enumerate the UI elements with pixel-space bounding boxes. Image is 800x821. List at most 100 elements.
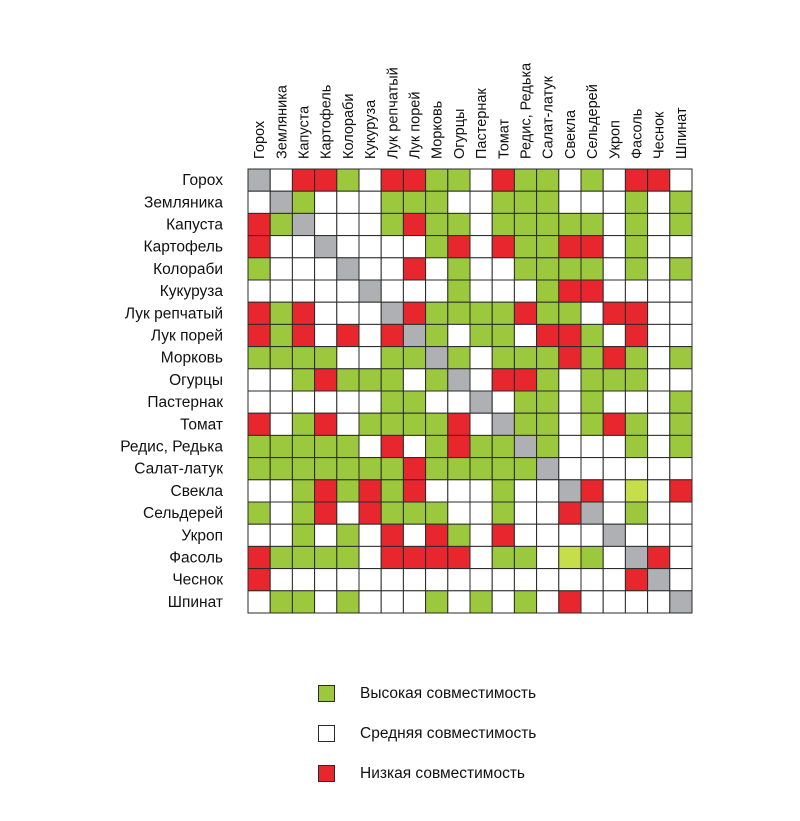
heatmap-cell bbox=[380, 523, 404, 547]
heatmap-cell bbox=[402, 212, 427, 237]
heatmap-cell bbox=[469, 390, 493, 414]
heatmap-cell bbox=[358, 301, 382, 325]
heatmap-cell bbox=[358, 212, 382, 237]
heatmap-cell bbox=[358, 523, 382, 547]
heatmap-cell bbox=[647, 301, 671, 325]
heatmap-cell bbox=[469, 235, 493, 259]
heatmap-cell bbox=[513, 257, 538, 281]
heatmap-cell bbox=[491, 568, 515, 592]
heatmap-cell bbox=[402, 457, 427, 481]
heatmap-cell bbox=[491, 368, 515, 392]
heatmap-cell bbox=[380, 323, 404, 348]
legend-label-medium: Средняя совместимость bbox=[360, 725, 537, 742]
heatmap-cell bbox=[536, 212, 560, 237]
heatmap-cell bbox=[580, 590, 604, 614]
heatmap-cell bbox=[314, 434, 338, 459]
heatmap-cell bbox=[580, 190, 604, 214]
heatmap-cell bbox=[291, 545, 316, 570]
heatmap-cell bbox=[336, 501, 360, 525]
heatmap-cell bbox=[336, 434, 360, 459]
heatmap-cell bbox=[491, 235, 515, 259]
heatmap-cell bbox=[580, 168, 604, 192]
heatmap-cell bbox=[558, 457, 582, 481]
heatmap-cell bbox=[247, 346, 271, 370]
heatmap-cell bbox=[513, 235, 538, 259]
column-label: Шпинат bbox=[674, 107, 690, 159]
heatmap-cell bbox=[291, 368, 316, 392]
row-label: Кукуруза bbox=[160, 283, 224, 300]
heatmap-cell bbox=[447, 168, 471, 192]
heatmap-cell bbox=[580, 568, 604, 592]
heatmap-cell bbox=[669, 590, 693, 614]
heatmap-cell bbox=[269, 479, 293, 503]
heatmap-cell bbox=[536, 190, 560, 214]
heatmap-cell bbox=[269, 457, 293, 481]
heatmap-cell bbox=[536, 235, 560, 259]
heatmap-cell bbox=[380, 301, 404, 325]
heatmap-cell bbox=[314, 457, 338, 481]
column-label: Пастернак bbox=[474, 88, 490, 159]
heatmap-cell bbox=[513, 590, 538, 614]
heatmap-cell bbox=[469, 568, 493, 592]
heatmap-cell bbox=[269, 323, 293, 348]
heatmap-cell bbox=[314, 279, 338, 303]
heatmap-cell bbox=[513, 568, 538, 592]
heatmap-cell bbox=[602, 568, 626, 592]
heatmap-cell bbox=[380, 168, 404, 192]
heatmap-cell bbox=[580, 457, 604, 481]
row-label: Колораби bbox=[153, 261, 223, 278]
heatmap-cell bbox=[425, 323, 449, 348]
heatmap-cell bbox=[291, 501, 316, 525]
heatmap-cell bbox=[402, 368, 427, 392]
heatmap-cell bbox=[558, 434, 582, 459]
heatmap-cell bbox=[269, 368, 293, 392]
heatmap-cell bbox=[402, 279, 427, 303]
heatmap-cell bbox=[425, 479, 449, 503]
heatmap-cell bbox=[380, 390, 404, 414]
heatmap-cell bbox=[314, 390, 338, 414]
column-label: Кукуруза bbox=[363, 99, 379, 159]
row-label: Пастернак bbox=[147, 394, 223, 411]
heatmap-cell bbox=[602, 412, 626, 436]
heatmap-cell bbox=[491, 301, 515, 325]
heatmap-cell bbox=[602, 457, 626, 481]
heatmap-cell bbox=[380, 568, 404, 592]
heatmap-cell bbox=[536, 323, 560, 348]
heatmap-cell bbox=[624, 190, 649, 214]
heatmap-cell bbox=[402, 479, 427, 503]
heatmap-cell bbox=[269, 257, 293, 281]
column-label: Томат bbox=[496, 118, 512, 159]
heatmap-cell bbox=[269, 212, 293, 237]
heatmap-cell bbox=[647, 457, 671, 481]
heatmap-cell bbox=[513, 434, 538, 459]
heatmap-cell bbox=[647, 545, 671, 570]
column-label: Капуста bbox=[297, 105, 313, 159]
heatmap-cell bbox=[647, 390, 671, 414]
heatmap-cell bbox=[425, 257, 449, 281]
heatmap-cell bbox=[358, 590, 382, 614]
heatmap-cell bbox=[469, 479, 493, 503]
heatmap-cell bbox=[425, 434, 449, 459]
heatmap-cell bbox=[380, 479, 404, 503]
heatmap-cell bbox=[469, 346, 493, 370]
heatmap-cell bbox=[425, 368, 449, 392]
heatmap-cell bbox=[291, 190, 316, 214]
heatmap-cell bbox=[447, 257, 471, 281]
heatmap-cell bbox=[669, 168, 693, 192]
heatmap-cell bbox=[536, 390, 560, 414]
heatmap-cell bbox=[536, 346, 560, 370]
heatmap-cell bbox=[602, 590, 626, 614]
heatmap-cell bbox=[358, 568, 382, 592]
heatmap-cell bbox=[402, 235, 427, 259]
heatmap-cell bbox=[602, 368, 626, 392]
heatmap-cell bbox=[269, 168, 293, 192]
heatmap-cell bbox=[558, 323, 582, 348]
heatmap-cell bbox=[425, 568, 449, 592]
heatmap-cell bbox=[402, 257, 427, 281]
heatmap-cell bbox=[491, 501, 515, 525]
heatmap-cell bbox=[425, 168, 449, 192]
heatmap-cell bbox=[336, 390, 360, 414]
row-label: Томат bbox=[180, 416, 223, 433]
heatmap-cell bbox=[558, 390, 582, 414]
heatmap-cell bbox=[314, 368, 338, 392]
